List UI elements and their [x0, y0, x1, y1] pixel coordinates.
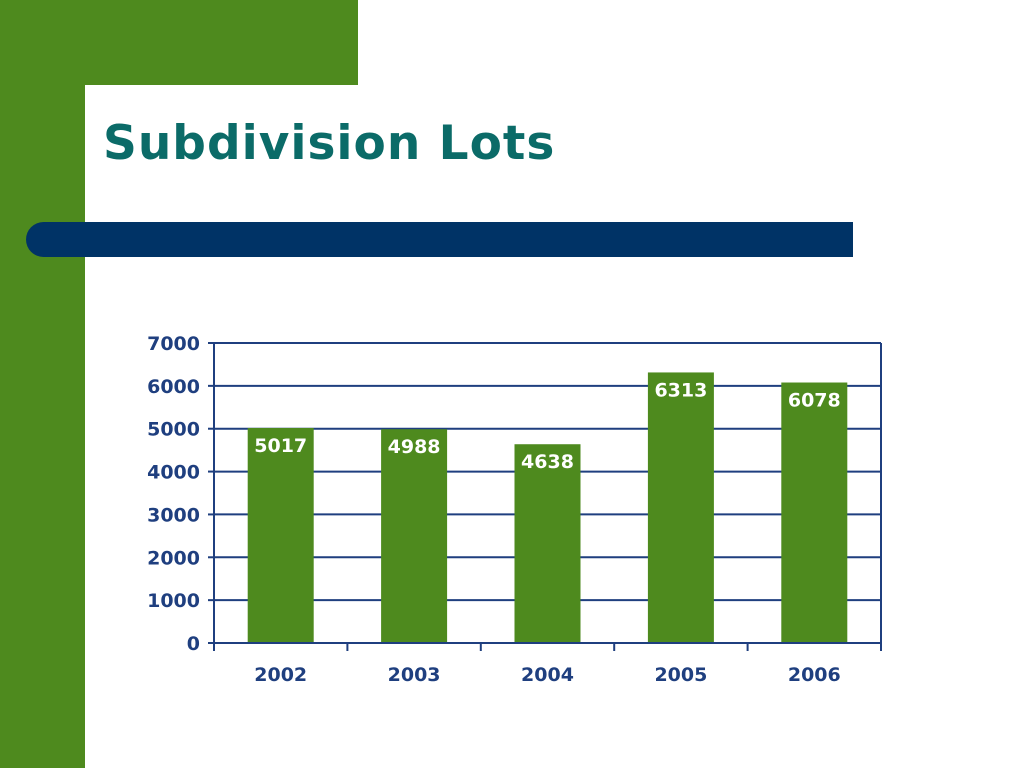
y-tick-label: 0	[187, 633, 200, 655]
y-tick-label: 2000	[147, 547, 200, 569]
x-tick-label: 2002	[254, 664, 307, 686]
data-label: 4988	[388, 436, 441, 458]
bar-2005	[647, 372, 714, 643]
bar-2006	[781, 382, 848, 643]
y-tick-label: 6000	[147, 376, 200, 398]
bar-2002	[247, 427, 314, 643]
x-tick-label: 2005	[654, 664, 707, 686]
x-tick-label: 2006	[788, 664, 841, 686]
x-tick-label: 2004	[521, 664, 574, 686]
content-corner	[85, 85, 145, 145]
navy-divider-bar	[26, 222, 853, 257]
data-label: 6078	[788, 390, 841, 412]
slide-title: Subdivision Lots	[103, 116, 556, 171]
data-label: 6313	[654, 379, 707, 401]
y-tick-label: 7000	[147, 333, 200, 355]
x-tick-label: 2003	[388, 664, 441, 686]
y-tick-label: 4000	[147, 462, 200, 484]
data-label: 5017	[254, 435, 307, 457]
bar-2003	[381, 429, 448, 643]
y-tick-label: 1000	[147, 590, 200, 612]
y-tick-label: 3000	[147, 504, 200, 526]
y-tick-label: 5000	[147, 419, 200, 441]
bar-2004	[514, 444, 581, 643]
green-side-bar	[0, 0, 85, 768]
data-label: 4638	[521, 451, 574, 473]
